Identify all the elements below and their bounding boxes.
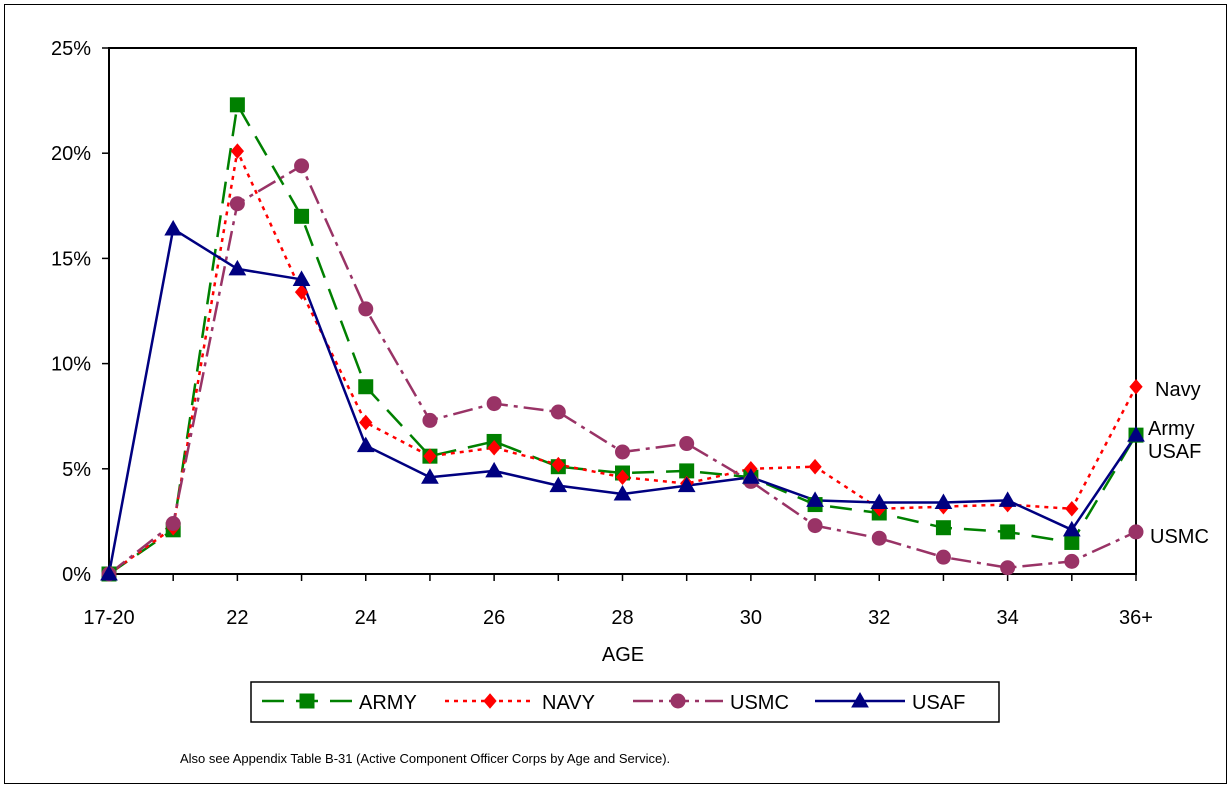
usmc-point — [486, 396, 502, 412]
end-label-army: Army — [1148, 418, 1195, 440]
navy-point — [294, 284, 309, 300]
y-tick-label: 0% — [62, 564, 91, 586]
usaf-point — [421, 468, 439, 484]
y-tick-label: 15% — [51, 248, 91, 270]
navy-point — [551, 456, 565, 473]
usaf-point — [549, 476, 568, 493]
legend-label-army: ARMY — [359, 692, 417, 714]
series-end-labels: Army Navy USMC USAF — [1148, 379, 1209, 548]
navy-point — [230, 143, 245, 159]
usmc-point — [679, 436, 695, 452]
navy-point — [808, 458, 822, 475]
x-tick-label: 32 — [868, 607, 890, 629]
usmc-point — [615, 444, 630, 460]
legend-label-usaf: USAF — [912, 692, 965, 714]
usmc-point — [165, 516, 181, 532]
army-line — [108, 103, 1138, 576]
usmc-point — [229, 196, 245, 212]
navy-point — [423, 448, 437, 464]
navy-point — [487, 439, 501, 456]
navy-point — [1129, 378, 1143, 395]
legend: ARMY NAVY USMC USAF — [250, 681, 1000, 723]
usaf-point — [934, 493, 953, 509]
x-tick-label: 28 — [611, 607, 633, 629]
x-tick-label: 36+ — [1119, 607, 1153, 629]
army-point — [229, 97, 245, 113]
legend-box — [250, 681, 1000, 723]
usmc-point — [1128, 524, 1144, 540]
usmc-point — [807, 518, 823, 534]
usmc-point — [871, 530, 887, 546]
end-label-navy: Navy — [1155, 379, 1201, 401]
usmc-point — [422, 412, 438, 428]
usmc-point — [1064, 553, 1080, 569]
army-point — [1064, 534, 1080, 550]
usaf-point — [998, 491, 1017, 507]
y-tick-label: 10% — [51, 354, 91, 376]
navy-point — [1065, 501, 1079, 517]
usaf-point — [100, 564, 118, 581]
legend-marker-usmc — [670, 693, 686, 709]
usmc-point — [550, 404, 566, 420]
navy-point — [615, 469, 630, 485]
usaf-point — [1127, 426, 1145, 442]
army-point — [935, 520, 951, 536]
x-tick-label: 17-20 — [83, 607, 134, 629]
usaf-point — [1062, 520, 1081, 537]
usaf-point — [870, 493, 889, 509]
navy-line — [108, 149, 1138, 576]
army-point — [1000, 524, 1016, 540]
usaf-point — [356, 436, 375, 453]
end-label-usaf: USAF — [1148, 441, 1201, 463]
axes: 0% 5% 10% 15% 20% 25% 17-20 22 24 26 28 30 32 34 36+ — [51, 38, 1153, 629]
chart-frame — [4, 4, 1227, 784]
usaf-point — [164, 219, 183, 236]
usmc-point — [1000, 560, 1016, 576]
usaf-point — [228, 259, 247, 276]
x-tick-label: 22 — [226, 607, 248, 629]
usaf-point — [292, 270, 311, 286]
legend-marker-usaf — [851, 691, 869, 708]
usaf-point — [806, 491, 824, 507]
usmc-point — [358, 301, 374, 317]
navy-point — [359, 414, 373, 431]
end-label-usmc: USMC — [1150, 526, 1209, 548]
footnote: Also see Appendix Table B-31 (Active Com… — [180, 751, 671, 766]
x-tick-label: 34 — [997, 607, 1019, 629]
army-point — [294, 208, 310, 224]
legend-label-navy: NAVY — [542, 692, 595, 714]
usmc-point — [294, 158, 310, 174]
x-tick-label: 26 — [483, 607, 505, 629]
usaf-point — [485, 461, 503, 478]
usmc-point — [935, 549, 951, 565]
legend-label-usmc: USMC — [730, 692, 789, 714]
usmc-line — [108, 164, 1137, 575]
y-tick-label: 25% — [51, 38, 91, 60]
y-tick-label: 5% — [62, 459, 91, 481]
x-tick-label: 30 — [740, 607, 762, 629]
series-lines — [107, 103, 1138, 576]
x-tick-label: 24 — [355, 607, 377, 629]
legend-marker-army — [299, 693, 315, 709]
series-markers — [100, 97, 1145, 582]
x-axis-label: AGE — [602, 644, 644, 666]
usaf-point — [613, 485, 632, 501]
usaf-point — [677, 476, 696, 493]
legend-marker-navy — [483, 693, 497, 709]
army-point — [358, 379, 374, 395]
usaf-line — [107, 227, 1138, 575]
y-tick-label: 20% — [51, 143, 91, 165]
usaf-point — [742, 468, 760, 484]
